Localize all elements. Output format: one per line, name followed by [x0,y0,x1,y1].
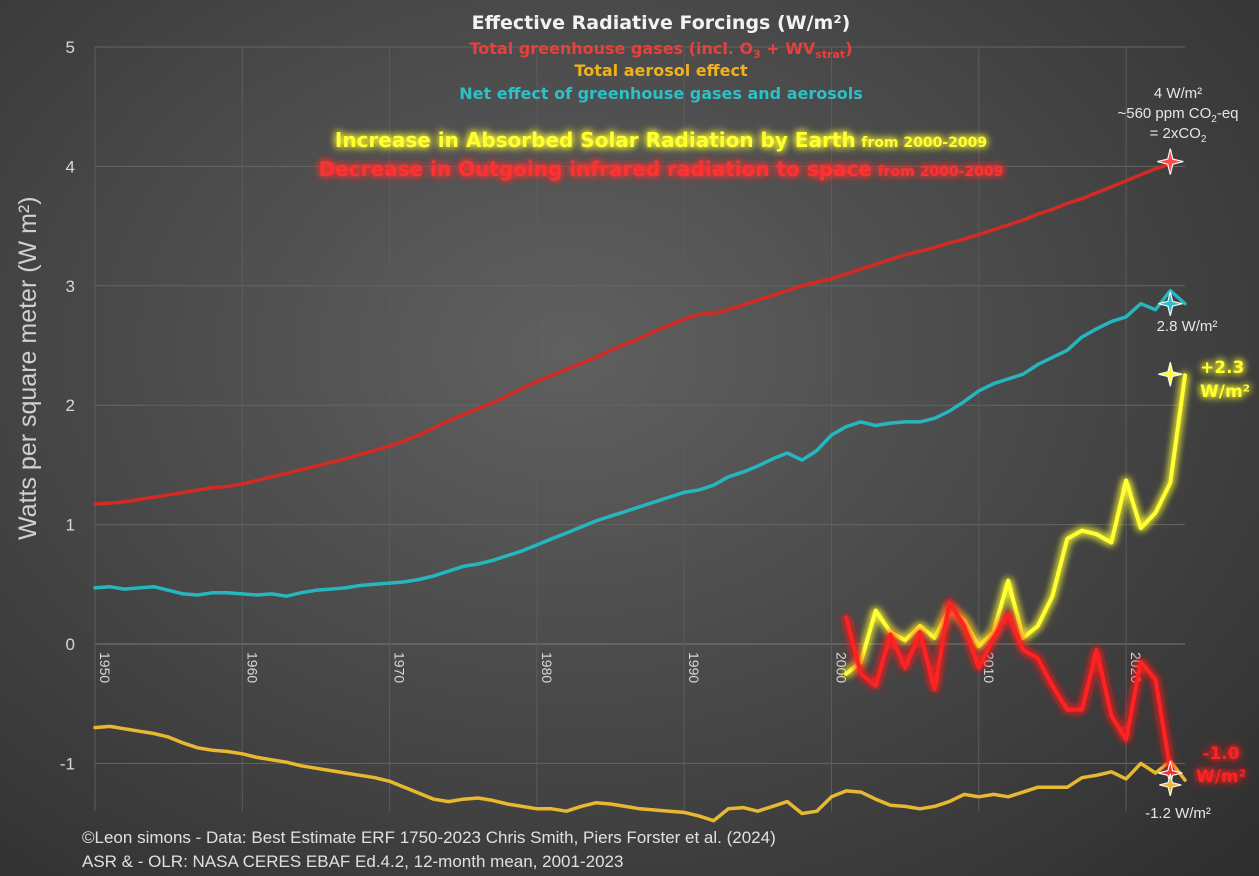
y-axis-ticks: -1 0 1 2 3 4 5 [60,38,75,773]
line-ghg [93,162,1173,507]
annotation-asr-line1: +2.3 [1200,358,1244,378]
headline-olr: Decrease in Outgoing infrared radiation … [319,157,1004,181]
x-tick-1960: 1960 [244,652,260,683]
y-axis-label: Watts per square meter (W m²) [14,196,42,540]
gridlines [94,46,1185,812]
x-tick-1970: 1970 [392,652,408,683]
y-tick-4: 4 [66,157,75,176]
credit-line-1: ©Leon simons - Data: Best Estimate ERF 1… [82,828,776,847]
x-tick-1990: 1990 [686,652,702,683]
annotation-ghg-line1: 4 W/m² [1154,85,1202,102]
y-tick-5: 5 [66,38,75,57]
y-tick-2: 2 [66,396,75,415]
annotation-ghg-line3: = 2xCO2 [1150,125,1207,145]
x-axis-ticks: 1950 1960 1970 1980 1990 2000 2010 2020 [97,652,1144,683]
annotation-aer-end: -1.2 W/m² [1145,805,1211,822]
series-lines [93,162,1187,823]
ghg-end-star [1157,148,1184,175]
x-tick-1950: 1950 [97,652,113,683]
line-asr [844,373,1187,676]
headline-asr-suffix: from 2000-2009 [861,135,987,151]
x-tick-1980: 1980 [539,652,555,683]
annotation-olr-line1: -1.0 [1202,744,1239,764]
subtitle-aerosol: Total aerosol effect [574,61,748,80]
annotation-olr-line2: W/m² [1196,767,1246,787]
line-olr [844,600,1173,772]
credit-line-2: ASR & - OLR: NASA CERES EBAF Ed.4.2, 12-… [82,852,623,871]
end-markers [1157,148,1184,797]
annotation-ghg-end: 4 W/m² ~560 ppm CO2-eq = 2xCO2 [1117,85,1238,145]
x-tick-2000: 2000 [833,652,849,683]
y-tick-1: 1 [66,516,75,535]
subtitle-ghg: Total greenhouse gases (incl. O3 + WVstr… [469,39,852,61]
subtitle-net: Net effect of greenhouse gases and aeros… [459,84,863,103]
headline-asr: Increase in Absorbed Solar Radiation by … [335,128,987,152]
chart-title: Effective Radiative Forcings (W/m²) [472,12,851,34]
line-net [93,288,1187,598]
asr-end-star [1158,362,1183,387]
net-end-star [1158,291,1183,316]
headline-olr-main: Decrease in Outgoing infrared radiation … [319,157,872,181]
headline-asr-main: Increase in Absorbed Solar Radiation by … [335,128,856,152]
annotation-asr-end: +2.3 W/m² [1200,358,1250,402]
line-aerosol [93,724,1187,823]
aerosol-end-star [1159,773,1182,797]
annotation-ghg-line2: ~560 ppm CO2-eq [1117,105,1238,125]
annotation-net-end: 2.8 W/m² [1157,318,1218,335]
headline-olr-suffix: from 2000-2009 [878,164,1004,180]
annotation-olr-end: -1.0 W/m² [1196,744,1246,787]
y-tick-1: -1 [60,754,75,773]
y-tick-0: 0 [66,635,75,654]
y-tick-3: 3 [66,277,75,296]
annotation-asr-line2: W/m² [1200,382,1250,402]
